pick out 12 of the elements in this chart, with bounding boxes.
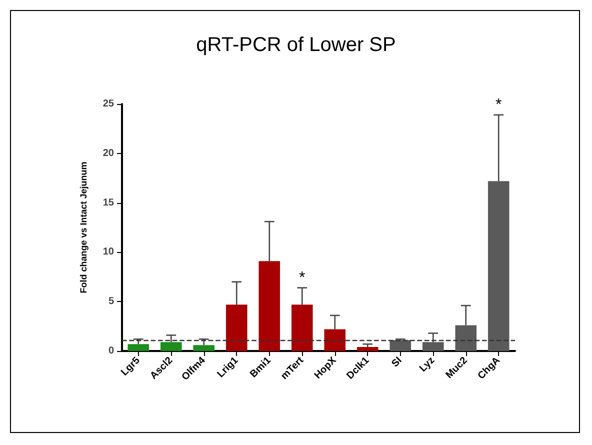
annotation: * (299, 269, 306, 286)
y-tick-label: 5 (108, 296, 114, 308)
chart-title: qRT-PCR of Lower SP (196, 34, 396, 56)
y-tick-label: 25 (102, 98, 114, 110)
x-tick-label: Lyz (418, 355, 438, 374)
y-tick-label: 15 (102, 197, 114, 208)
y-tick-label: 0 (108, 346, 114, 356)
y-tick-label: 10 (102, 246, 114, 258)
y-axis-title: Fold change vs Intact Jejunum (78, 162, 88, 294)
x-tick-label: SI (390, 354, 404, 370)
annotation: * (496, 96, 502, 114)
y-tick-label: 20 (102, 148, 114, 159)
